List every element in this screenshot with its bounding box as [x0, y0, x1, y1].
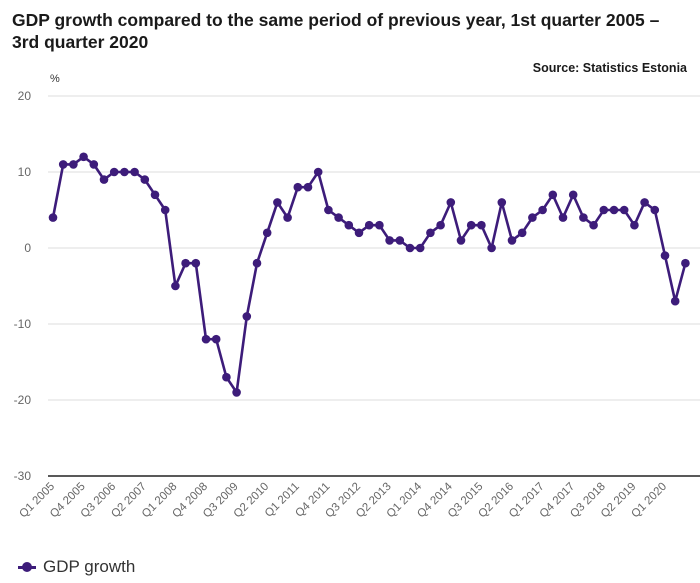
- data-point[interactable]: [252, 258, 262, 268]
- data-point[interactable]: [395, 236, 405, 245]
- data-point[interactable]: [171, 281, 180, 291]
- data-point[interactable]: [293, 182, 303, 192]
- y-tick-label: 10: [18, 165, 32, 179]
- data-point[interactable]: [48, 213, 58, 222]
- data-point[interactable]: [558, 213, 568, 222]
- data-point[interactable]: [303, 182, 313, 192]
- y-tick-label: 20: [18, 89, 32, 103]
- y-axis-label: %: [50, 73, 60, 85]
- data-point[interactable]: [640, 198, 649, 207]
- data-point[interactable]: [681, 258, 690, 268]
- data-point[interactable]: [211, 334, 221, 344]
- data-point[interactable]: [487, 243, 496, 253]
- data-point[interactable]: [69, 160, 78, 169]
- y-tick-label: -10: [14, 317, 32, 331]
- data-point[interactable]: [79, 152, 88, 162]
- data-point[interactable]: [548, 190, 558, 200]
- data-point[interactable]: [415, 243, 425, 253]
- chart-title: GDP growth compared to the same period o…: [12, 10, 660, 52]
- data-point[interactable]: [334, 213, 343, 222]
- data-point[interactable]: [58, 160, 68, 169]
- data-point[interactable]: [201, 334, 211, 344]
- data-point[interactable]: [99, 175, 109, 184]
- data-point[interactable]: [670, 296, 680, 306]
- data-point[interactable]: [660, 251, 670, 260]
- y-tick-label: -20: [14, 393, 32, 407]
- data-point[interactable]: [517, 228, 527, 238]
- data-point[interactable]: [446, 198, 456, 207]
- data-point[interactable]: [528, 213, 537, 222]
- data-point[interactable]: [385, 236, 394, 245]
- data-point[interactable]: [405, 243, 415, 253]
- data-point[interactable]: [191, 258, 201, 268]
- data-point[interactable]: [109, 167, 119, 177]
- data-point[interactable]: [120, 167, 129, 177]
- data-point[interactable]: [538, 205, 547, 215]
- data-point[interactable]: [354, 228, 364, 238]
- data-point[interactable]: [426, 228, 435, 238]
- data-point[interactable]: [222, 372, 231, 382]
- chart-source: Source: Statistics Estonia: [532, 61, 687, 75]
- data-point[interactable]: [313, 167, 323, 177]
- data-point[interactable]: [630, 220, 639, 230]
- data-point[interactable]: [130, 167, 139, 177]
- data-point[interactable]: [568, 190, 578, 200]
- data-point[interactable]: [150, 190, 160, 200]
- data-point[interactable]: [619, 205, 629, 215]
- data-point[interactable]: [507, 236, 517, 245]
- data-point[interactable]: [283, 213, 292, 222]
- data-point[interactable]: [436, 220, 445, 230]
- data-point[interactable]: [242, 312, 252, 321]
- data-point[interactable]: [364, 220, 374, 230]
- y-tick-label: 0: [24, 241, 31, 255]
- data-point[interactable]: [609, 205, 619, 215]
- legend-marker-icon: [18, 561, 36, 573]
- data-point[interactable]: [599, 205, 609, 215]
- data-point[interactable]: [497, 198, 507, 207]
- series-line-gdp-growth: [51, 155, 687, 394]
- data-point[interactable]: [262, 228, 272, 238]
- data-point[interactable]: [324, 205, 333, 215]
- data-point[interactable]: [181, 258, 190, 268]
- data-point[interactable]: [466, 220, 476, 230]
- legend[interactable]: GDP growth: [18, 557, 135, 577]
- data-point[interactable]: [344, 220, 354, 230]
- y-tick-label: -30: [14, 469, 32, 483]
- data-point[interactable]: [650, 205, 660, 215]
- data-point[interactable]: [477, 220, 486, 230]
- data-point[interactable]: [375, 220, 384, 230]
- data-point[interactable]: [89, 160, 99, 169]
- data-point[interactable]: [232, 388, 241, 397]
- data-point[interactable]: [273, 198, 282, 207]
- legend-label: GDP growth: [43, 557, 136, 576]
- data-point[interactable]: [160, 205, 170, 215]
- data-point[interactable]: [589, 220, 598, 230]
- data-point[interactable]: [579, 213, 588, 222]
- data-point[interactable]: [456, 236, 466, 245]
- data-point[interactable]: [140, 175, 150, 184]
